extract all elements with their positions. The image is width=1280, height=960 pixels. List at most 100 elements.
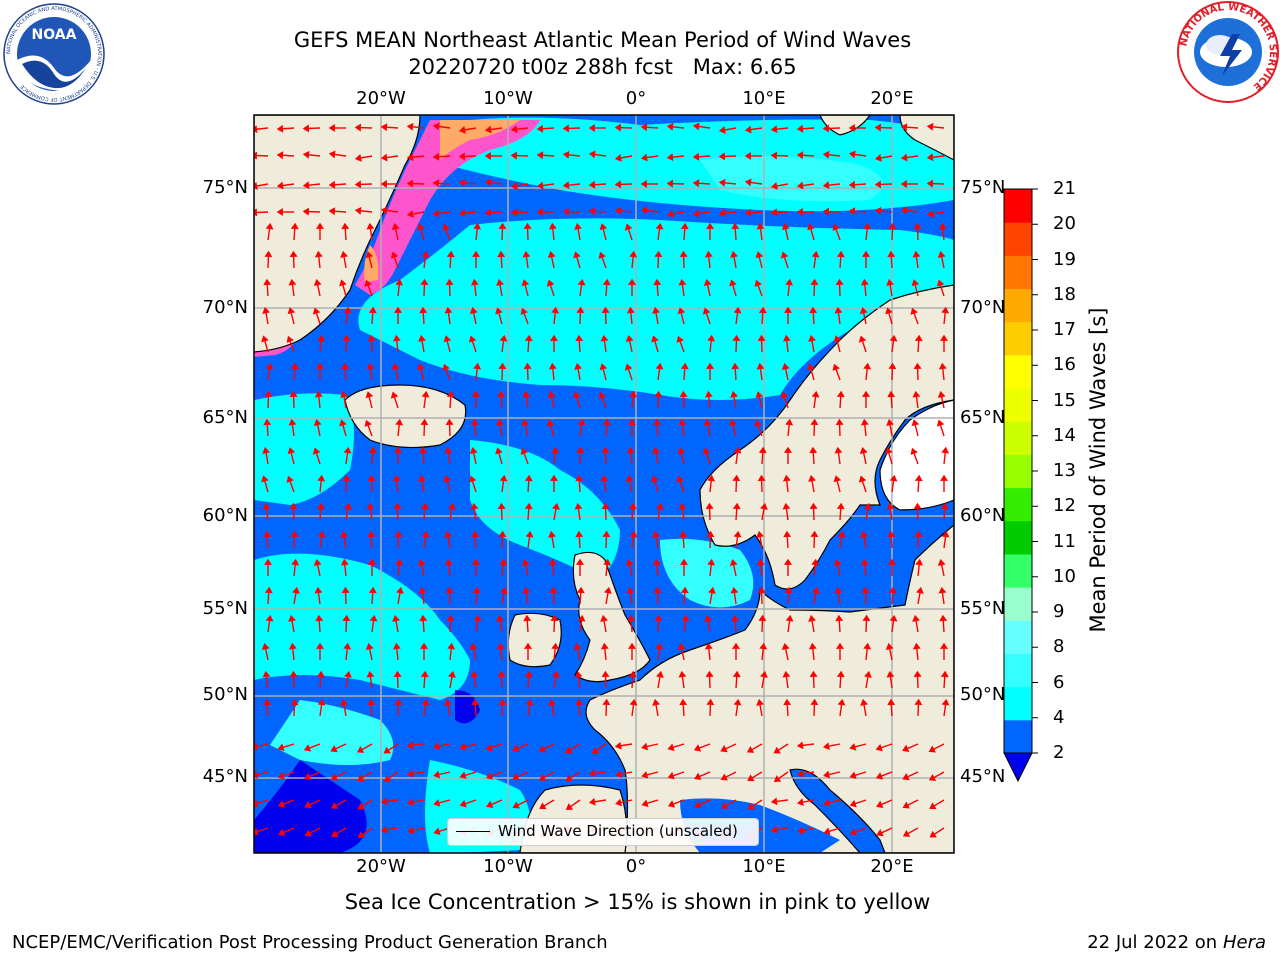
wave-direction-arrowhead (756, 222, 765, 230)
wave-direction-arrowhead (926, 122, 934, 131)
wave-direction-arrowhead (835, 278, 844, 286)
wave-direction-arrowhead (796, 181, 804, 190)
nws-logo: NATIONAL WEATHER SERVICE (1177, 1, 1279, 103)
wave-direction-arrowhead (629, 250, 638, 258)
wave-direction-arrowhead (702, 447, 711, 455)
wave-direction-arrowhead (354, 154, 362, 162)
colorbar-tick-label: 15 (1053, 389, 1076, 411)
wave-direction-arrowhead (928, 745, 936, 753)
wind-wave-arrows (254, 122, 950, 838)
wave-direction-arrowhead (653, 586, 662, 594)
wave-direction-arrowhead (522, 250, 531, 258)
lon-label: 10°W (483, 88, 533, 109)
lat-label: 70°N (960, 297, 1006, 318)
wave-direction-arrowhead (705, 502, 714, 510)
wave-direction-arrowhead (330, 745, 338, 753)
wave-direction-arrowhead (498, 222, 507, 230)
wave-direction-arrowhead (497, 390, 506, 398)
wave-direction-arrowhead (652, 698, 660, 706)
wave-direction-arrowhead (692, 152, 700, 161)
colorbar-segment (1004, 189, 1032, 223)
wave-direction-arrowhead (941, 530, 950, 538)
colorbar-segment (1004, 255, 1032, 290)
wave-direction-arrowhead (290, 222, 299, 230)
wave-direction-arrowhead (875, 743, 883, 752)
wave-direction-arrowhead (574, 222, 582, 230)
wave-direction-arrowhead (289, 390, 298, 398)
lat-label: 75°N (960, 177, 1006, 198)
wave-direction-arrowhead (796, 151, 804, 160)
wave-direction-arrowhead (811, 390, 820, 398)
wave-direction-arrowhead (902, 744, 910, 752)
wave-direction-arrowhead (747, 774, 755, 782)
wave-direction-arrowhead (679, 250, 688, 258)
wave-direction-arrowhead (809, 306, 818, 314)
wave-direction-arrowhead (343, 642, 352, 650)
wave-direction-arrowhead (263, 278, 272, 286)
wave-direction-arrowhead (459, 743, 467, 751)
wave-direction-arrowhead (600, 614, 608, 622)
wave-direction-arrowhead (446, 390, 455, 398)
wave-direction-arrowhead (809, 670, 818, 678)
wave-direction-arrowhead (575, 530, 584, 538)
wave-direction-arrowhead (432, 122, 440, 131)
wave-direction-arrowhead (539, 802, 547, 810)
wave-direction-arrowhead (889, 474, 898, 482)
wave-direction-arrowhead (702, 307, 711, 315)
wave-direction-arrowhead (328, 180, 336, 189)
wave-direction-arrowhead (446, 250, 455, 258)
colorbar-segment (1004, 587, 1032, 621)
wave-direction-arrowhead (732, 334, 741, 342)
wave-direction-arrowhead (419, 306, 428, 314)
wave-direction-arrowhead (328, 207, 336, 216)
wave-direction-arrowhead (746, 745, 755, 753)
wave-direction-arrowhead (733, 306, 742, 314)
wave-direction-arrowhead (417, 559, 426, 566)
wave-direction-arrowhead (677, 307, 686, 315)
wave-direction-arrowhead (784, 586, 793, 594)
legend: Wind Wave Direction (unscaled) (447, 818, 759, 846)
wave-direction-arrowhead (383, 746, 391, 754)
wave-direction-arrowhead (500, 586, 508, 594)
wave-direction-arrowhead (420, 418, 429, 426)
wave-direction-arrowhead (343, 446, 352, 454)
wave-direction-arrowhead (811, 250, 820, 258)
wave-direction-arrowhead (521, 279, 530, 287)
wave-direction-arrowhead (939, 614, 948, 622)
wave-direction-arrowhead (937, 251, 946, 258)
wave-direction-arrowhead (834, 306, 843, 314)
wave-direction-arrowhead (395, 278, 404, 286)
wave-direction-arrowhead (862, 250, 870, 257)
wave-direction-arrowhead (837, 698, 846, 706)
wave-direction-arrowhead (640, 153, 648, 162)
wave-direction-arrowhead (679, 390, 688, 398)
wave-direction-arrowhead (809, 446, 818, 454)
wave-direction-arrowhead (522, 390, 531, 398)
wave-direction-arrowhead (706, 362, 714, 369)
wave-direction-arrowhead (822, 150, 830, 159)
wave-direction-arrowhead (261, 335, 269, 343)
wave-direction-arrowhead (340, 698, 348, 706)
wave-direction-arrowhead (396, 586, 404, 594)
wave-direction-arrowhead (654, 614, 663, 622)
wave-direction-arrowhead (380, 153, 388, 162)
wave-direction-arrowhead (288, 642, 297, 650)
wave-direction-arrowhead (538, 773, 547, 781)
wave-direction-arrowhead (836, 642, 844, 649)
wave-direction-arrowhead (731, 222, 740, 230)
wave-direction-arrowhead (836, 390, 845, 398)
wave-direction-arrowhead (512, 744, 520, 752)
wave-direction-arrowhead (733, 698, 742, 706)
wave-direction-arrowhead (900, 123, 908, 132)
wave-direction-arrowhead (263, 698, 272, 706)
wave-direction-arrowhead (468, 335, 477, 343)
wave-direction-arrowhead (390, 391, 399, 399)
wave-direction-arrowhead (834, 446, 843, 454)
wave-direction-arrowhead (641, 799, 649, 808)
greenland (254, 115, 421, 353)
wave-direction-arrowhead (292, 586, 300, 594)
wave-direction-arrowhead (652, 446, 660, 454)
wave-direction-arrowhead (667, 743, 675, 752)
wave-direction-arrowhead (889, 614, 898, 622)
wave-direction-arrowhead (863, 362, 872, 370)
